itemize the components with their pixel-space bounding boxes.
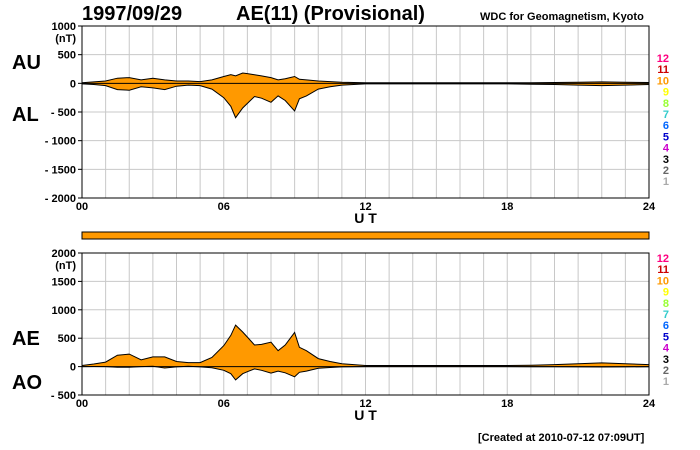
- chart-title: AE(11) (Provisional): [236, 3, 425, 25]
- y-tick-label: 2000: [52, 248, 76, 260]
- y-tick-label: 500: [58, 333, 76, 345]
- y-tick-label: 0: [70, 362, 76, 374]
- unit-label: (nT): [55, 33, 76, 45]
- y-tick-label: - 500: [51, 107, 76, 119]
- data-coverage-bar: [81, 231, 650, 240]
- y-tick-label: 1000: [52, 21, 76, 33]
- legend-station-3: 3: [663, 154, 669, 166]
- series-line-ae: [81, 324, 650, 366]
- legend-station-5: 5: [663, 131, 669, 143]
- created-timestamp: [Created at 2010-07-12 07:09UT]: [478, 432, 645, 444]
- y-tick-label: - 500: [51, 390, 76, 402]
- date-label: 1997/09/29: [82, 3, 183, 25]
- y-tick-label: - 2000: [45, 193, 76, 205]
- legend-station-8: 8: [663, 98, 669, 110]
- legend-station-6: 6: [663, 120, 669, 132]
- legend-station-10: 10: [657, 275, 669, 287]
- x-axis-label: U T: [354, 407, 377, 423]
- source-label: WDC for Geomagnetism, Kyoto: [480, 11, 644, 23]
- y-tick-label: - 1000: [45, 136, 76, 148]
- plot-frame: [81, 252, 650, 396]
- legend-station-11: 11: [657, 64, 669, 76]
- legend-station-2: 2: [663, 365, 669, 377]
- x-tick-label: 12: [359, 398, 371, 410]
- y-tick-label: 500: [58, 50, 76, 62]
- side-label-au: AU: [12, 52, 41, 74]
- legend-station-6: 6: [663, 320, 669, 332]
- legend-station-12: 12: [657, 253, 669, 265]
- legend-station-12: 12: [657, 53, 669, 65]
- x-tick-label: 24: [643, 201, 656, 213]
- area-fill: [82, 73, 649, 118]
- legend-station-7: 7: [663, 109, 669, 121]
- y-tick-label: 0: [70, 78, 76, 90]
- legend-station-9: 9: [663, 87, 669, 99]
- y-tick-label: 1000: [52, 305, 76, 317]
- y-tick-label: - 1500: [45, 164, 76, 176]
- ae-ao-panel: 2000 1500 1000 500 0 - 500 (nT) 00 06 12 18 24 U T: [51, 248, 656, 423]
- series-line-al: [81, 83, 650, 119]
- legend-station-1: 1: [663, 176, 669, 188]
- legend-station-1: 1: [663, 376, 669, 388]
- side-label-al: AL: [12, 104, 39, 126]
- y-tick-label: 1500: [52, 276, 76, 288]
- x-tick-label: 06: [218, 398, 230, 410]
- series-line-au: [81, 72, 650, 84]
- legend-station-11: 11: [657, 264, 669, 276]
- legend-station-7: 7: [663, 309, 669, 321]
- legend-station-8: 8: [663, 298, 669, 310]
- x-tick-label: 00: [76, 201, 88, 213]
- x-tick-label: 24: [643, 398, 656, 410]
- legend-station-10: 10: [657, 75, 669, 87]
- x-tick-label: 00: [76, 398, 88, 410]
- legend-station-4: 4: [663, 343, 670, 355]
- x-axis-label: U T: [354, 210, 377, 226]
- x-tick-label: 18: [501, 201, 513, 213]
- legend-station-4: 4: [663, 143, 670, 155]
- legend-station-3: 3: [663, 354, 669, 366]
- legend-station-9: 9: [663, 287, 669, 299]
- side-label-ao: AO: [12, 372, 42, 394]
- legend-station-5: 5: [663, 331, 669, 343]
- x-tick-label: 12: [359, 201, 371, 213]
- unit-label: (nT): [55, 260, 76, 272]
- x-tick-label: 18: [501, 398, 513, 410]
- legend-station-2: 2: [663, 165, 669, 177]
- x-tick-label: 06: [218, 201, 230, 213]
- coverage-bar: [81, 231, 650, 240]
- au-al-panel: 1000 500 0 - 500 - 1000 - 1500 - 2000 (nT) 00 06 1…: [45, 21, 656, 226]
- side-label-ae: AE: [12, 328, 40, 350]
